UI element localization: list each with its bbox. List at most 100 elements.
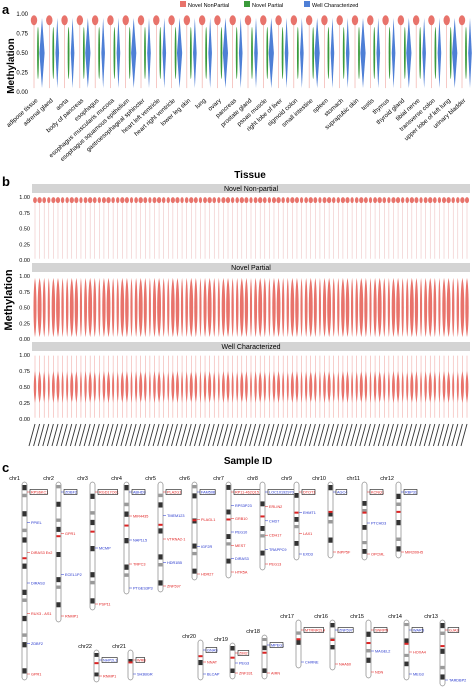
centromere [192,519,197,522]
violin-body [451,197,455,204]
chromosome-band [440,665,445,670]
chromosome-band [296,631,301,635]
violin-body [345,197,350,204]
violin-body [153,371,156,403]
xtick-mark [419,423,427,447]
gene-label: PEG10 [235,531,247,535]
violin-body [405,277,409,338]
violin-body [193,197,198,204]
violin-nonpartial [260,15,267,26]
xtick-mark [129,423,137,447]
gene-label: MPEG1 [271,644,284,648]
chromosome-band [330,645,335,650]
violin-body [125,277,129,338]
violin-body [235,277,239,338]
violin-body [245,371,248,403]
centromere [260,515,265,518]
gene-box [199,489,216,495]
violin-body [138,197,143,204]
xtick-mark [304,423,312,447]
centromere [396,510,401,513]
chromosome-label: chr6 [179,476,190,482]
violin-body [337,371,340,403]
chromosome-band [366,657,371,663]
violin-body [309,371,313,403]
violin-body [55,197,61,204]
violin-body [286,371,289,403]
gene-label: RBP31 [405,491,417,495]
centromere [330,639,335,641]
chromosome-band [128,659,133,663]
xtick-mark [451,423,459,447]
gene-label: DIRAS3 [31,582,45,586]
violin-nonpartial [46,15,53,26]
violin-body [180,197,184,204]
violin-nonpartial [443,15,450,26]
violin-body [167,371,170,403]
violin-body [230,197,235,204]
violin-body [37,277,42,338]
chromosome-band [294,493,299,498]
chromosome-band [22,485,27,491]
gene-label: CHRNE [305,661,319,665]
facet-strip [32,184,470,193]
xtick-mark [198,423,206,447]
violin-body [47,371,50,403]
facet-title: Novel Non-partial [224,186,279,193]
violin-well-characterized [468,17,472,89]
gene-label: PTCHD3 [371,522,386,526]
facet-strip [32,342,470,351]
violin-body [106,277,111,338]
xtick-mark [281,423,289,447]
violin-body [74,371,78,403]
gene-box [135,657,145,663]
ytick-label: 0.00 [16,90,28,96]
violin-body [116,371,119,403]
violin-body [185,371,188,403]
gene-label: DTOT1 [303,491,315,495]
violin-body [382,197,387,204]
chromosome-band [440,648,445,654]
violin-body [271,197,277,204]
violin-body [401,277,404,338]
violin-partial [373,27,376,79]
violin-body [176,371,179,403]
violin-body [102,371,106,403]
violin-body [217,371,220,403]
chromosome-band [440,623,445,629]
xtick-mark [442,423,450,447]
violin-body [254,277,258,338]
gene-label: RUX3 - AS1 [31,612,51,616]
violin-body [199,371,202,403]
centromere [158,523,163,526]
violin-body [101,197,106,204]
violin-body [170,197,175,204]
ytick-label: 0.75 [19,369,30,375]
violin-body [111,197,115,204]
violin-body [267,197,271,204]
legend-label: Novel NonPartial [188,3,229,9]
violin-well-characterized [391,17,396,89]
panel-a-xlabel: Tissue [234,170,266,181]
gene-label: SNRPN [375,629,389,633]
violin-body [235,197,239,204]
violin-partial [220,27,223,79]
xtick-mark [97,423,105,447]
xtick-mark [65,423,73,447]
violin-partial [251,27,253,79]
violin-body [65,277,69,338]
chromosome-label: chr14 [388,614,402,620]
chromosome-band [294,541,299,546]
chromosome-band [56,485,61,489]
violin-body [138,277,143,338]
violin-body [323,371,326,403]
violin-body [351,371,354,403]
chromosome-label: chr9 [281,476,292,482]
chromosome-band [404,653,409,657]
chromosome-band [94,672,99,677]
chromosome-band [396,537,401,541]
violin-body [102,277,106,338]
ytick-label: 0.50 [19,227,30,233]
violin-body [74,197,79,204]
violin-body [130,371,133,403]
